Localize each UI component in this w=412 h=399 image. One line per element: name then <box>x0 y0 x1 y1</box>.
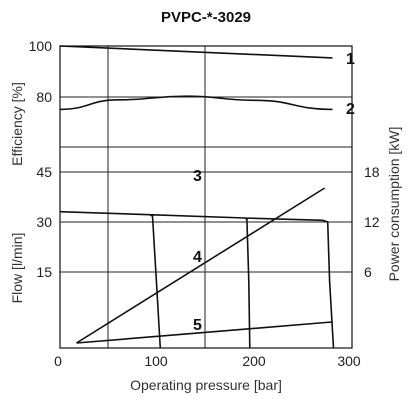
y-power-tick-18: 18 <box>364 164 380 180</box>
x-tick-300: 300 <box>337 353 361 369</box>
x-tick-100: 100 <box>144 353 168 369</box>
curve-label-3: 3 <box>193 168 202 185</box>
curves-group <box>59 45 335 349</box>
curve-label-1: 1 <box>346 51 355 68</box>
y-flow-tick-15: 15 <box>36 264 52 280</box>
curve-label-2: 2 <box>346 101 355 118</box>
x-tick-200: 200 <box>242 353 266 369</box>
curve-label-5: 5 <box>193 317 202 334</box>
y-axis-label-efficiency: Efficiency [%] <box>9 82 25 166</box>
y-flow-tick-30: 30 <box>36 214 52 230</box>
curve-2-line <box>59 95 333 111</box>
curve-5-line <box>76 321 332 344</box>
curve-3-line <box>59 210 335 349</box>
y-axis-label-flow: Flow [l/min] <box>9 233 25 304</box>
curve-4-line <box>76 187 326 344</box>
y-axis-label-power: Power consumption [kW] <box>386 127 402 282</box>
curve-1-line <box>59 45 333 59</box>
y-flow-tick-45: 45 <box>36 164 52 180</box>
curve-labels-group: 1 2 3 4 5 <box>193 51 355 334</box>
y-power-tick-12: 12 <box>364 214 380 230</box>
y-power-tick-6: 6 <box>364 264 372 280</box>
x-tick-0: 0 <box>54 353 62 369</box>
x-axis-label: Operating pressure [bar] <box>130 377 282 393</box>
curve-label-4: 4 <box>193 249 202 266</box>
chart-title: PVPC-*-3029 <box>161 9 251 26</box>
plot-frame <box>59 45 353 349</box>
y-eff-tick-100: 100 <box>29 38 53 54</box>
y-eff-tick-80: 80 <box>36 89 52 105</box>
